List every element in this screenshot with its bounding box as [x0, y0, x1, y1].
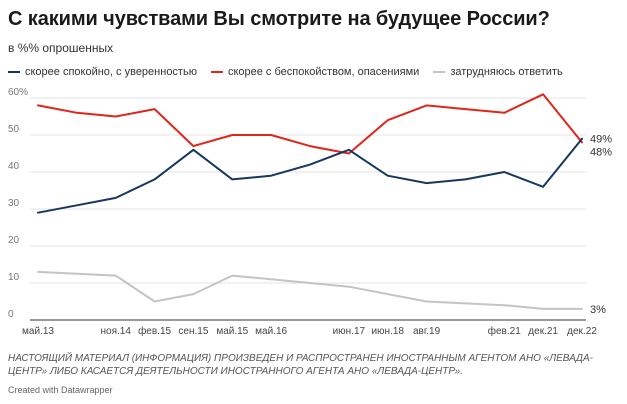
grid-layer: [30, 97, 586, 321]
legend-label-confident: скорее спокойно, с уверенностью: [25, 66, 197, 78]
x-tick-label: июн.18: [371, 326, 404, 337]
chart-legend: скорее спокойно, с уверенностью скорее с…: [8, 66, 577, 78]
legend-swatch-undecided: [433, 71, 446, 73]
legend-label-worried: скорее с беспокойством, опасениями: [227, 66, 420, 78]
y-tick-label-10: 10: [8, 272, 20, 283]
series-line-1: [37, 93, 583, 155]
x-axis-ticks: май.13 ноя.14 фев.15 сен.15 май.15 май.16 июн.…: [22, 325, 597, 337]
legend-item-worried: скорее с беспокойством, опасениями: [210, 66, 420, 78]
y-tick-label-20: 20: [8, 235, 20, 246]
x-tick-label: фев.21: [488, 325, 521, 337]
end-label-2: 3%: [590, 304, 606, 316]
x-tick-label: май.15: [216, 326, 248, 337]
y-tick-label-40: 40: [8, 161, 20, 172]
series-line-0: [37, 137, 583, 214]
datawrapper-credit: Created with Datawrapper: [8, 385, 113, 395]
x-tick-label: авг.19: [413, 326, 441, 337]
x-tick-label: июн.17: [333, 326, 366, 337]
x-tick-label: дек.22: [567, 326, 597, 337]
chart-subtitle: в %% опрошенных: [8, 41, 114, 55]
chart-title: С какими чувствами Вы смотрите на будуще…: [8, 8, 550, 30]
series-line-2: [37, 270, 583, 310]
legend-item-confident: скорее спокойно, с уверенностью: [8, 66, 197, 78]
y-tick-label-50: 50: [8, 124, 20, 135]
end-label-0: 49%: [590, 134, 612, 146]
foreign-agent-notice: НАСТОЯЩИЙ МАТЕРИАЛ (ИНФОРМАЦИЯ) ПРОИЗВЕД…: [8, 353, 593, 377]
y-axis-ticks: 0 10 20 30 40 50 60%: [8, 87, 28, 320]
x-tick-label: дек.21: [528, 326, 558, 337]
end-label-1: 48%: [590, 147, 612, 159]
x-tick-label: сен.15: [178, 326, 208, 337]
legend-label-undecided: затрудняюсь ответить: [450, 66, 563, 78]
x-tick-label: фев.15: [138, 325, 171, 337]
y-tick-label-0: 0: [8, 309, 14, 320]
y-tick-label-60: 60%: [8, 87, 28, 98]
legend-item-undecided: затрудняюсь ответить: [433, 66, 563, 78]
x-tick-label: май.16: [255, 326, 287, 337]
legend-swatch-worried: [210, 71, 223, 73]
x-tick-label: ноя.14: [101, 326, 132, 337]
y-tick-label-30: 30: [8, 198, 20, 209]
legend-swatch-confident: [8, 71, 20, 73]
end-labels: 49%48% 3%: [590, 134, 612, 316]
series-layer: [37, 93, 583, 310]
x-tick-label: май.13: [22, 326, 54, 337]
